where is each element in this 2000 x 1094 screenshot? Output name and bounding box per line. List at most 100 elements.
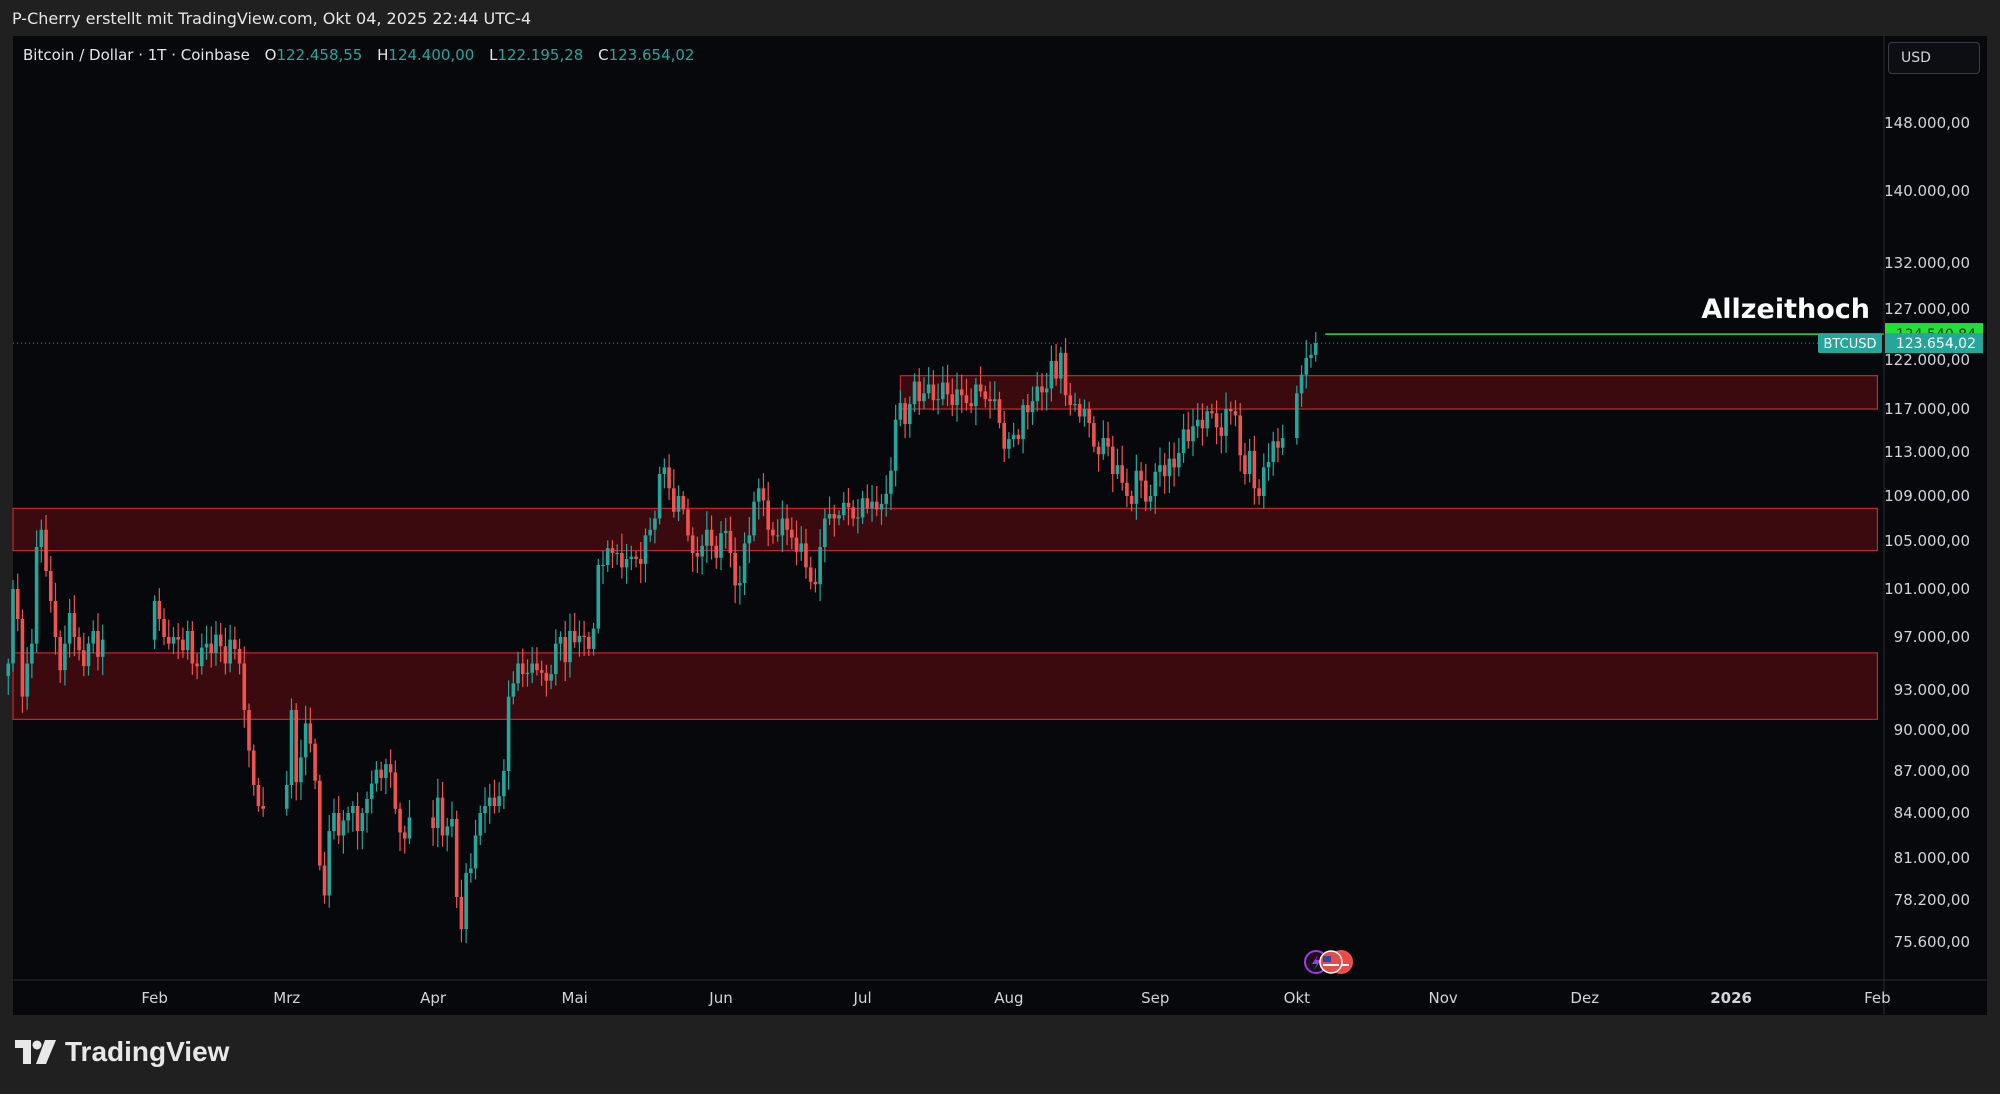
candle-body <box>889 470 893 494</box>
candle-body <box>591 628 596 649</box>
candle-body <box>1309 354 1313 358</box>
axes: 148.000,00 140.000,00 132.000,00 127.000,00… <box>13 36 1987 1015</box>
candle-body <box>1049 360 1054 389</box>
candle-body <box>218 634 223 647</box>
candle-body <box>1214 413 1219 428</box>
candle-body <box>497 796 501 806</box>
time-tick-label: 2026 <box>1710 989 1752 1007</box>
candle-body <box>530 663 534 673</box>
legend-symbol[interactable]: Bitcoin / Dollar · 1T · Coinbase <box>23 46 250 64</box>
candle-body <box>1125 482 1129 496</box>
price-tick-label: 81.000,00 <box>1894 849 1970 867</box>
price-tick-label: 87.000,00 <box>1894 762 1970 780</box>
candle-body <box>336 813 341 836</box>
candle-body <box>34 547 39 644</box>
candle-body <box>374 769 379 784</box>
candle-body <box>157 601 162 619</box>
candle-body <box>1106 438 1110 447</box>
candle-body <box>874 501 879 510</box>
time-tick-label: Feb <box>1864 989 1891 1007</box>
candle-body <box>1092 422 1096 447</box>
candle-body <box>629 556 634 559</box>
event-icons[interactable] <box>1304 950 1353 974</box>
candle-body <box>1266 461 1271 468</box>
candle-body <box>402 832 407 839</box>
candle-body <box>988 399 992 402</box>
candle-body <box>11 589 15 664</box>
candle-body <box>950 394 955 406</box>
candle-body <box>369 783 374 799</box>
candle-body <box>974 384 978 407</box>
candle-body <box>1059 352 1063 379</box>
currency-selector[interactable]: USD <box>1888 42 1980 74</box>
candle-body <box>827 514 832 519</box>
brand-name: TradingView <box>65 1036 230 1067</box>
candle-body <box>48 571 53 601</box>
candle-body <box>459 897 464 930</box>
candle-body <box>903 403 907 425</box>
chart-caption: P-Cherry erstellt mit TradingView.com, O… <box>12 9 532 28</box>
candle-body <box>554 643 558 675</box>
candle-body <box>568 631 572 663</box>
candle-body <box>1243 455 1247 474</box>
candle-body <box>742 543 747 583</box>
candle-body <box>1158 465 1162 472</box>
candle-body <box>299 757 303 783</box>
candle-body <box>681 496 686 510</box>
candle-body <box>572 631 577 643</box>
candle-body <box>766 500 770 530</box>
price-tick-label: 90.000,00 <box>1894 721 1970 739</box>
candle-body <box>992 399 997 402</box>
candle-body <box>1120 465 1124 483</box>
candle-body <box>1002 422 1006 449</box>
candle-body <box>1129 496 1134 504</box>
price-tick-label: 132.000,00 <box>1884 254 1970 272</box>
candle-body <box>1016 434 1021 440</box>
candle-body <box>332 813 336 831</box>
candle-body <box>563 637 568 663</box>
candle-body <box>1191 426 1195 442</box>
candle-body <box>469 868 473 873</box>
candle-body <box>964 395 969 404</box>
candle-body <box>955 389 959 406</box>
time-tick-label: Mrz <box>273 989 300 1007</box>
resistance-zone <box>12 652 1879 720</box>
candle-body <box>601 565 605 566</box>
candle-body <box>431 817 435 828</box>
candle-body <box>587 637 591 649</box>
candle-body <box>733 553 737 586</box>
candle-body <box>756 488 761 502</box>
legend-open-label: O <box>264 46 277 64</box>
candle-body <box>1144 480 1148 502</box>
candle-body <box>1247 450 1252 474</box>
candle-body <box>1313 343 1318 355</box>
candle-body <box>794 537 799 552</box>
candle-body <box>667 467 671 489</box>
candle-body <box>72 613 77 637</box>
time-tick-label: Apr <box>420 989 447 1007</box>
candle-body <box>261 806 265 809</box>
price-tick-label: 140.000,00 <box>1884 182 1970 200</box>
candle-body <box>714 545 719 558</box>
time-tick-label: Feb <box>141 989 168 1007</box>
candle-body <box>346 813 350 821</box>
candle-body <box>610 548 615 553</box>
price-tick-label: 122.000,00 <box>1884 351 1970 369</box>
candle-body <box>502 771 506 797</box>
candle-body <box>544 672 549 681</box>
candle-body <box>1082 409 1087 417</box>
candle-body <box>1139 470 1143 481</box>
candle-body <box>440 797 445 836</box>
candle-body <box>945 382 950 395</box>
candle-body <box>67 613 72 644</box>
tradingview-brand[interactable]: TradingView <box>15 1036 229 1068</box>
candle-body <box>63 643 67 671</box>
candle-body <box>1030 401 1035 413</box>
candle-body <box>615 553 619 554</box>
candle-body <box>582 635 586 637</box>
candle-body <box>653 518 657 530</box>
candle-body <box>969 403 973 407</box>
candle-body <box>200 647 204 667</box>
candle-body <box>289 710 294 785</box>
